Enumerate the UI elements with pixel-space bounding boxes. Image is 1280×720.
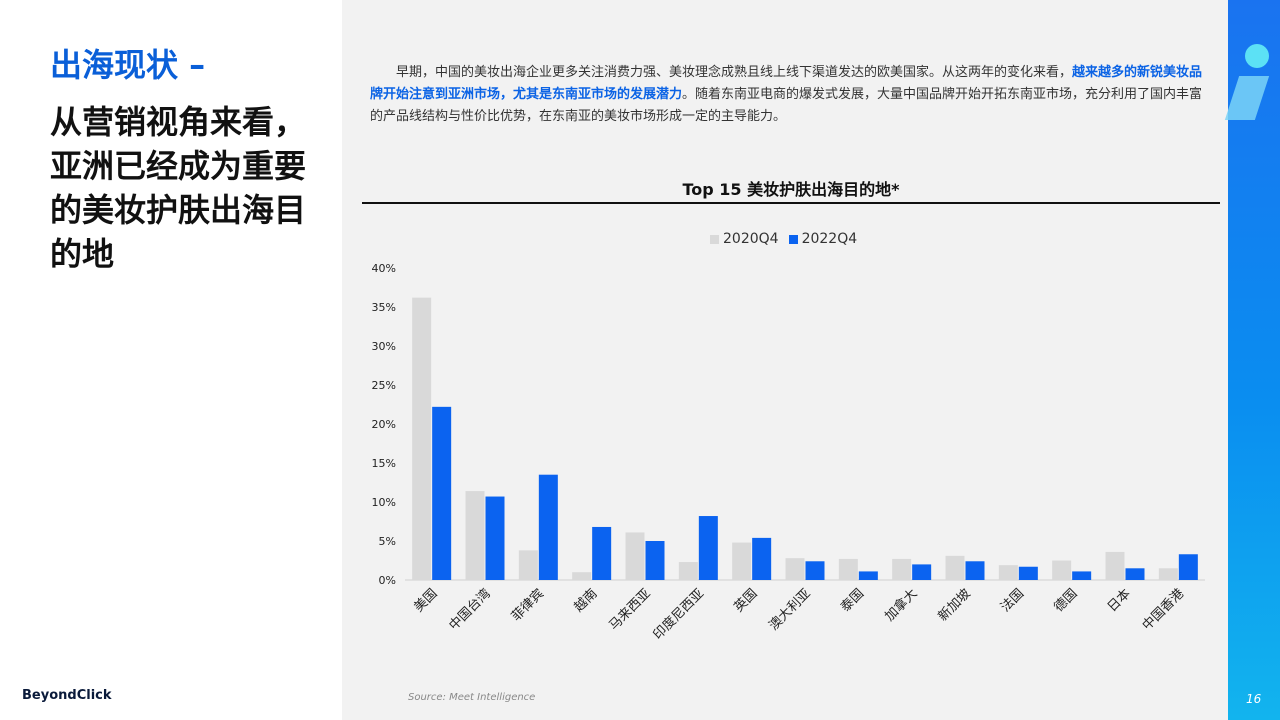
decorative-strip: [1228, 0, 1280, 720]
bar-2020q4: [785, 558, 805, 580]
x-tick-label: 澳大利亚: [766, 586, 814, 634]
x-tick-label: 日本: [1105, 586, 1134, 615]
bar-2020q4: [1158, 568, 1178, 580]
bar-2020q4: [892, 558, 912, 580]
chart-legend: 2020Q4 2022Q4: [710, 231, 857, 247]
bar-2022q4: [965, 561, 985, 580]
bar-2022q4: [698, 516, 718, 580]
x-tick-label: 加拿大: [882, 586, 921, 625]
paragraph-part2: 。随着东南亚电商的爆发式发展，大量中国品牌开始开拓东南亚市场，充分利用了国内丰富…: [370, 87, 1203, 124]
bar-2022q4: [645, 541, 665, 580]
y-tick-label: 25%: [372, 379, 396, 392]
bar-2020q4: [572, 572, 592, 580]
bar-2020q4: [1052, 560, 1072, 580]
x-tick-label: 菲律宾: [508, 586, 547, 625]
right-panel: [342, 0, 1228, 720]
y-tick-label: 5%: [379, 535, 396, 548]
x-tick-label: 泰国: [838, 586, 867, 615]
legend-label-2022: 2022Q4: [801, 231, 858, 247]
x-tick-label: 印度尼西亚: [650, 586, 707, 643]
bar-2022q4: [858, 571, 878, 580]
bar-2022q4: [432, 406, 452, 580]
x-tick-label: 新加坡: [935, 586, 974, 625]
bar-2020q4: [625, 532, 645, 580]
legend-item-2022: 2022Q4: [788, 231, 858, 247]
bar-2020q4: [838, 558, 858, 580]
x-tick-label: 越南: [571, 586, 601, 616]
bar-2022q4: [912, 564, 932, 580]
page-number: 16: [1246, 692, 1262, 706]
bar-2022q4: [538, 474, 558, 580]
bar-2020q4: [945, 555, 965, 580]
bar-2022q4: [592, 526, 612, 580]
x-tick-label: 中国台湾: [446, 586, 494, 634]
bar-2020q4: [732, 542, 752, 580]
y-tick-label: 15%: [372, 457, 396, 470]
bar-2020q4: [518, 550, 538, 580]
y-tick-label: 0%: [379, 574, 396, 587]
y-tick-label: 30%: [372, 340, 396, 353]
x-tick-label: 中国香港: [1140, 586, 1187, 633]
decorative-dot-icon: [1245, 44, 1269, 68]
title-divider: [362, 202, 1220, 204]
y-tick-label: 40%: [372, 262, 396, 275]
x-tick-label: 美国: [411, 586, 440, 615]
bar-2022q4: [752, 537, 772, 580]
bar-2020q4: [412, 297, 432, 580]
bar-2022q4: [1178, 554, 1198, 580]
bar-2022q4: [805, 561, 825, 580]
y-tick-label: 20%: [372, 418, 396, 431]
legend-swatch-2022: [788, 234, 798, 244]
paragraph-highlight: 越来越多的新锐美妆品牌开始注意到亚洲市场，尤其是东南亚市场的发展潜力: [370, 65, 1203, 102]
bar-2020q4: [998, 565, 1018, 580]
x-tick-label: 马来西亚: [606, 586, 653, 633]
bar-2020q4: [1105, 551, 1125, 580]
left-panel: 出海现状 – 从营销视角来看，亚洲已经成为重要的美妆护肤出海目的地 Beyond…: [0, 0, 342, 720]
y-tick-label: 10%: [372, 496, 396, 509]
y-tick-label: 35%: [372, 301, 396, 314]
brand-logo: BeyondClick: [22, 688, 112, 703]
paragraph-part1: 早期，中国的美妆出海企业更多关注消费力强、美妆理念成熟且线上线下渠道发达的欧美国…: [396, 65, 1073, 80]
legend-item-2020: 2020Q4: [710, 231, 779, 247]
bar-2020q4: [678, 562, 698, 580]
bar-2022q4: [485, 496, 505, 580]
source-note: Source: Meet Intelligence: [408, 692, 536, 703]
bar-chart: 0% 5% 10% 15% 20% 25% 30% 35% 40% 美国 中国台湾 菲律宾 越南 马来西亚…: [372, 262, 1205, 643]
x-tick-label: 法国: [998, 586, 1027, 615]
legend-label-2020: 2020Q4: [723, 231, 779, 247]
x-tick-label: 英国: [731, 586, 760, 615]
chart-title: Top 15 美妆护肤出海目的地*: [682, 180, 900, 199]
legend-swatch-2020: [710, 234, 719, 244]
x-tick-label: 德国: [1051, 586, 1080, 615]
bar-2022q4: [1072, 571, 1092, 580]
bar-2020q4: [465, 491, 485, 580]
intro-paragraph: 早期，中国的美妆出海企业更多关注消费力强、美妆理念成熟且线上线下渠道发达的欧美国…: [370, 62, 1212, 128]
section-title: 出海现状 –: [50, 46, 206, 84]
bar-2022q4: [1125, 568, 1145, 580]
bar-2022q4: [1018, 566, 1038, 580]
headline: 从营销视角来看，亚洲已经成为重要的美妆护肤出海目的地: [50, 103, 307, 273]
